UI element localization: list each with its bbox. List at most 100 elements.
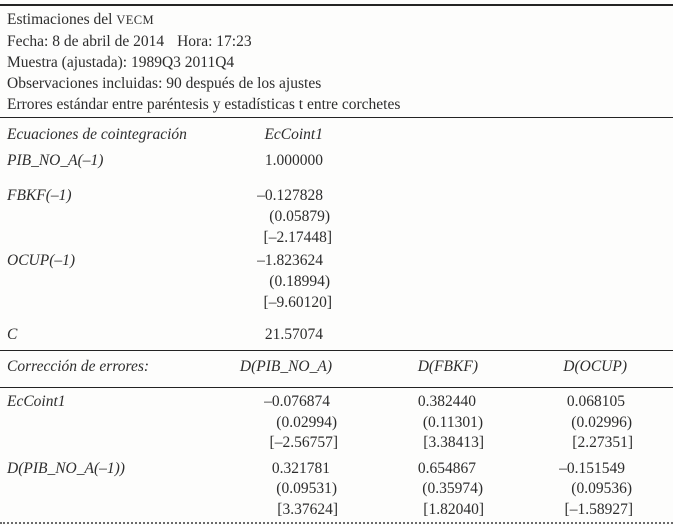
- table-row: C 21.57074: [0, 324, 673, 345]
- spacer: [7, 433, 200, 454]
- coef-cell: 0.068105: [566, 393, 625, 410]
- coef-cell: 21.57074: [264, 326, 323, 343]
- spacer: [332, 150, 673, 171]
- spacer: [635, 500, 673, 521]
- tstat-cell: [2.27351]: [572, 434, 633, 451]
- vecm-acronym: VECM: [116, 13, 155, 27]
- spacer: [332, 185, 673, 206]
- tstat-cell: [3.37624]: [277, 500, 338, 518]
- error-correction-panel: EcCoint1 –0.076874 0.382440 0.068105 (0.…: [0, 388, 673, 522]
- spacer: [635, 479, 673, 500]
- table-row: [–2.56757] [3.38413] [2.27351]: [0, 433, 673, 454]
- coef-cell: 0.382440: [417, 393, 476, 410]
- coint-block-fbkf: FBKF(–1) –0.127828 (0.05879) [–2.17448]: [0, 185, 673, 248]
- time-text: Hora: 17:23: [177, 33, 252, 50]
- coint-block-c: C 21.57074: [0, 324, 673, 345]
- tstat-cell: [1.82040]: [423, 500, 484, 518]
- table-row: (0.09531) (0.35974) (0.09536): [0, 479, 673, 500]
- error-correction-header: Corrección de errores: D(PIB_NO_A) D(FBK…: [0, 351, 673, 387]
- spacer: [7, 413, 200, 434]
- spacer: [635, 413, 673, 434]
- tstat-cell: [–1.58927]: [564, 500, 633, 518]
- tstat-cell: [–2.17448]: [263, 229, 332, 246]
- table-row: EcCoint1 –0.076874 0.382440 0.068105: [0, 392, 673, 413]
- coef-cell: –0.151549: [559, 459, 625, 477]
- se-cell: (0.35974): [422, 480, 483, 497]
- row-label: PIB_NO_A(–1): [7, 152, 104, 169]
- row-label: FBKF(–1): [7, 187, 72, 204]
- coint-block-ocup: OCUP(–1) –1.823624 (0.18994) [–9.60120]: [0, 250, 673, 313]
- ec-block-dpib-lag: D(PIB_NO_A(–1)) 0.321781 0.654867 –0.151…: [0, 459, 673, 521]
- table-header-block: Estimaciones del VECM Fecha: 8 de abril …: [0, 6, 673, 117]
- row-label: OCUP(–1): [7, 252, 76, 269]
- coef-cell: –1.823624: [257, 252, 323, 269]
- table-title: Estimaciones del VECM: [7, 9, 666, 31]
- spacer: [332, 124, 673, 145]
- coef-cell: –0.127828: [257, 187, 323, 204]
- ec-block-eccoint1: EcCoint1 –0.076874 0.382440 0.068105 (0.…: [0, 392, 673, 454]
- spacer: [7, 206, 240, 227]
- cointegration-header-row: Ecuaciones de cointegración EcCoint1: [0, 124, 673, 145]
- spacer: [7, 479, 200, 500]
- column-header-dfbkf: D(FBKF): [417, 358, 478, 375]
- column-header-docup: D(OCUP): [563, 358, 627, 375]
- spacer: [7, 500, 200, 521]
- header-divider: [0, 117, 673, 118]
- coef-cell: 0.321781: [271, 459, 330, 477]
- spacer: [7, 292, 240, 313]
- row-label: C: [7, 326, 18, 343]
- spacer: [332, 206, 673, 227]
- table-row: [–9.60120]: [0, 292, 673, 313]
- tstat-cell: [–9.60120]: [263, 294, 332, 311]
- spacer: [635, 392, 673, 413]
- coint-block-pib: PIB_NO_A(–1) 1.000000: [0, 150, 673, 171]
- coef-cell: 1.000000: [264, 152, 323, 169]
- table-row: (0.18994): [0, 271, 673, 292]
- spacer: [332, 292, 673, 313]
- se-cell: (0.05879): [269, 208, 330, 225]
- spacer: [332, 271, 673, 292]
- cointegration-panel: Ecuaciones de cointegración EcCoint1 PIB…: [0, 118, 673, 350]
- spacer: [332, 324, 673, 345]
- se-cell: (0.11301): [422, 413, 483, 431]
- error-correction-section-label: Corrección de errores:: [7, 358, 150, 375]
- title-text: Estimaciones del: [7, 11, 117, 28]
- date-text: Fecha: 8 de abril de 2014: [7, 33, 165, 50]
- sample-line: Muestra (ajustada): 1989Q3 2011Q4: [7, 54, 235, 71]
- se-cell: (0.09536): [571, 480, 632, 497]
- table-row: D(PIB_NO_A(–1)) 0.321781 0.654867 –0.151…: [0, 459, 673, 480]
- error-correction-header-divider: [0, 387, 673, 388]
- row-label: EcCoint1: [7, 393, 66, 410]
- table-row: FBKF(–1) –0.127828: [0, 185, 673, 206]
- spacer: [332, 250, 673, 271]
- spacer: [7, 227, 240, 248]
- tstat-cell: [3.38413]: [423, 434, 484, 451]
- spacer: [332, 227, 673, 248]
- coef-cell: 0.654867: [417, 459, 476, 477]
- note-line: Errores estándar entre paréntesis y esta…: [7, 96, 401, 113]
- table-row: PIB_NO_A(–1) 1.000000: [0, 150, 673, 171]
- spacer: [635, 356, 673, 377]
- table-row: [3.37624] [1.82040] [–1.58927]: [0, 500, 673, 521]
- cointegration-section-label: Ecuaciones de cointegración: [7, 126, 187, 143]
- table-row: (0.05879): [0, 206, 673, 227]
- cointegration-column-header: EcCoint1: [264, 126, 323, 143]
- table-row: OCUP(–1) –1.823624: [0, 250, 673, 271]
- section-divider: [0, 350, 673, 351]
- spacer: [7, 271, 240, 292]
- table-row: [–2.17448]: [0, 227, 673, 248]
- top-rule: [0, 4, 673, 6]
- spacer: [635, 433, 673, 454]
- table-row: (0.02994) (0.11301) (0.02996): [0, 413, 673, 434]
- date-time-line: Fecha: 8 de abril de 2014 Hora: 17:23: [7, 31, 666, 52]
- spacer: [635, 459, 673, 480]
- tstat-cell: [–2.56757]: [269, 434, 338, 451]
- bottom-dotted-rule: [0, 522, 673, 524]
- coef-cell: –0.076874: [264, 393, 330, 410]
- se-cell: (0.02994): [276, 413, 337, 431]
- se-cell: (0.02996): [571, 413, 632, 431]
- error-correction-header-row: Corrección de errores: D(PIB_NO_A) D(FBK…: [0, 356, 673, 377]
- observations-line: Observaciones incluidas: 90 después de l…: [7, 75, 322, 92]
- se-cell: (0.18994): [269, 273, 330, 290]
